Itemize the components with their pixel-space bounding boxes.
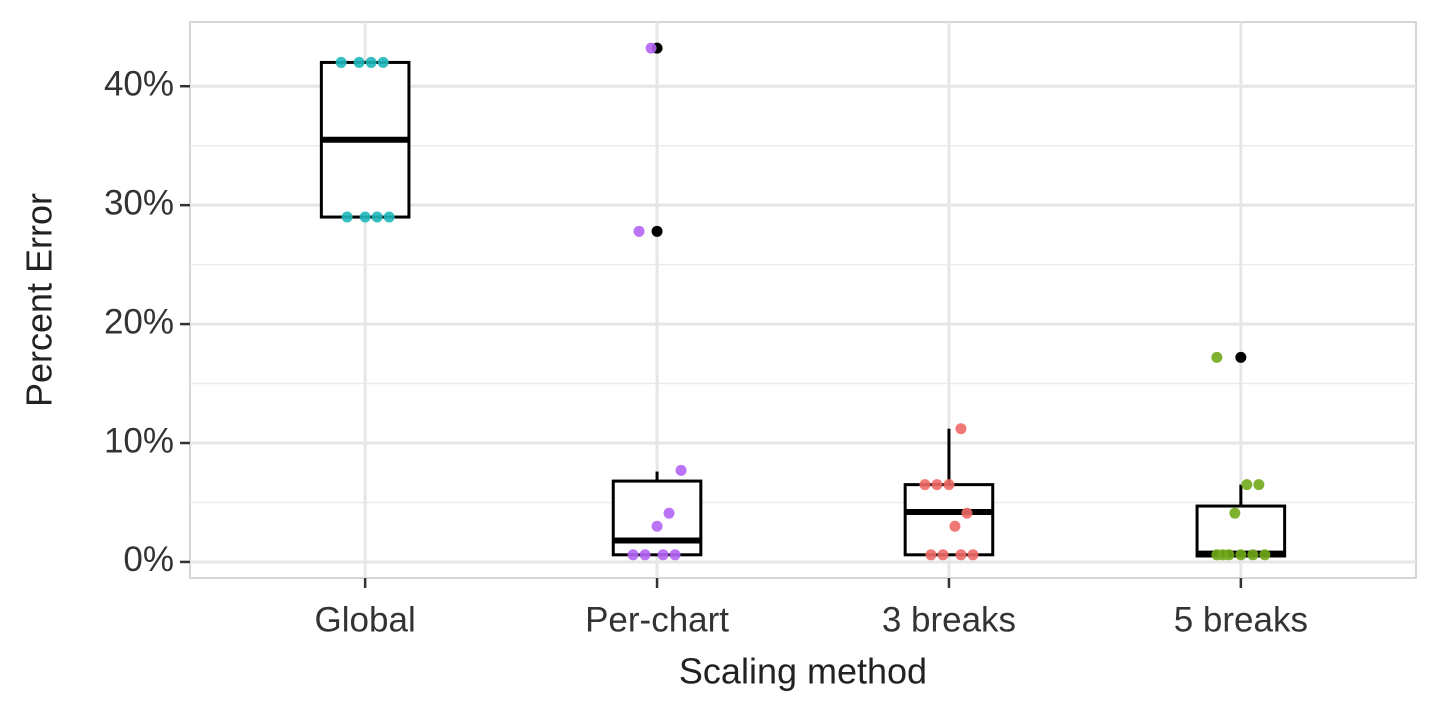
jitter-point (377, 56, 389, 68)
jitter-point (931, 479, 943, 491)
jitter-point (955, 549, 967, 561)
y-axis-title: Percent Error (19, 193, 60, 407)
x-tick-label: Global (315, 600, 416, 639)
jitter-point (639, 549, 651, 561)
x-tick-label: 5 breaks (1174, 600, 1308, 639)
jitter-point (365, 56, 377, 68)
jitter-point (669, 549, 681, 561)
jitter-point (1259, 549, 1271, 561)
y-tick-label: 0% (123, 540, 174, 579)
y-tick-label: 10% (104, 421, 174, 460)
jitter-point (341, 211, 353, 223)
jitter-point (657, 549, 669, 561)
jitter-point (937, 549, 949, 561)
box (903, 483, 995, 557)
jitter-point (1241, 479, 1253, 491)
jitter-point (925, 549, 937, 561)
jitter-point (675, 464, 687, 476)
jitter-point (383, 211, 395, 223)
jitter-point (359, 211, 371, 223)
jitter-point (663, 507, 675, 519)
jitter-point (1223, 549, 1235, 561)
jitter-point (335, 56, 347, 68)
jitter-point (1211, 549, 1223, 561)
box (611, 479, 703, 557)
jitter-point (967, 549, 979, 561)
jitter-point (627, 549, 639, 561)
outlier (1235, 351, 1247, 363)
box (1195, 504, 1287, 558)
outlier (651, 225, 663, 237)
jitter-point (353, 56, 365, 68)
x-axis-title: Scaling method (679, 651, 927, 692)
x-tick-label: 3 breaks (882, 600, 1016, 639)
jitter-point (1247, 549, 1259, 561)
jitter-point (1229, 507, 1241, 519)
y-tick-label: 40% (104, 64, 174, 103)
jitter-point (651, 520, 663, 532)
jitter-point (371, 211, 383, 223)
jitter-point (1211, 351, 1223, 363)
jitter-point (949, 520, 961, 532)
jitter-point (1235, 549, 1247, 561)
y-tick-label: 30% (104, 183, 174, 222)
jitter-point (633, 225, 645, 237)
jitter-point (943, 479, 955, 491)
x-tick-label: Per-chart (585, 600, 729, 639)
jitter-point (955, 423, 967, 435)
jitter-point (645, 42, 657, 54)
jitter-point (919, 479, 931, 491)
y-tick-label: 20% (104, 302, 174, 341)
jitter-point (1253, 479, 1265, 491)
jitter-point (961, 507, 973, 519)
